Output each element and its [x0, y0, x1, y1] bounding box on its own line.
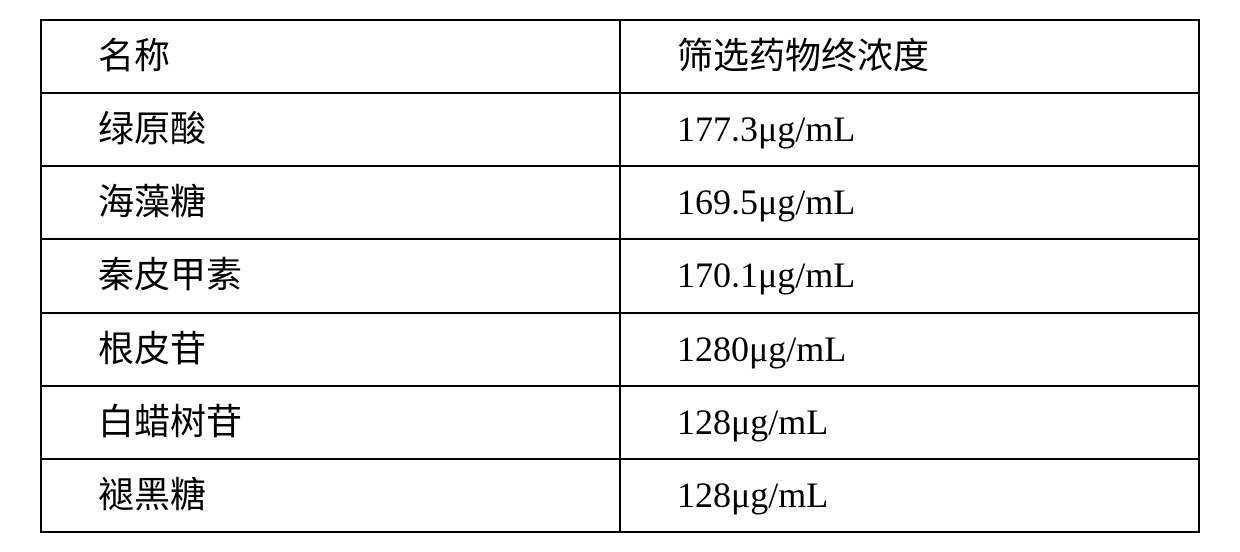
- cell-name: 秦皮甲素: [41, 239, 620, 312]
- column-header-concentration: 筛选药物终浓度: [620, 20, 1199, 93]
- table-header-row: 名称 筛选药物终浓度: [41, 20, 1199, 93]
- cell-concentration: 128μg/mL: [620, 386, 1199, 459]
- cell-concentration: 170.1μg/mL: [620, 239, 1199, 312]
- table-row: 白蜡树苷 128μg/mL: [41, 386, 1199, 459]
- cell-name: 白蜡树苷: [41, 386, 620, 459]
- table-row: 绿原酸 177.3μg/mL: [41, 93, 1199, 166]
- cell-name: 褪黑糖: [41, 459, 620, 532]
- table-row: 褪黑糖 128μg/mL: [41, 459, 1199, 532]
- table-row: 海藻糖 169.5μg/mL: [41, 166, 1199, 239]
- table-body: 绿原酸 177.3μg/mL 海藻糖 169.5μg/mL 秦皮甲素 170.1…: [41, 93, 1199, 532]
- concentration-table: 名称 筛选药物终浓度 绿原酸 177.3μg/mL 海藻糖 169.5μg/mL…: [40, 19, 1200, 533]
- cell-name: 根皮苷: [41, 313, 620, 386]
- cell-name: 绿原酸: [41, 93, 620, 166]
- cell-concentration: 177.3μg/mL: [620, 93, 1199, 166]
- cell-concentration: 169.5μg/mL: [620, 166, 1199, 239]
- cell-concentration: 128μg/mL: [620, 459, 1199, 532]
- table-row: 秦皮甲素 170.1μg/mL: [41, 239, 1199, 312]
- cell-name: 海藻糖: [41, 166, 620, 239]
- cell-concentration: 1280μg/mL: [620, 313, 1199, 386]
- table-row: 根皮苷 1280μg/mL: [41, 313, 1199, 386]
- column-header-name: 名称: [41, 20, 620, 93]
